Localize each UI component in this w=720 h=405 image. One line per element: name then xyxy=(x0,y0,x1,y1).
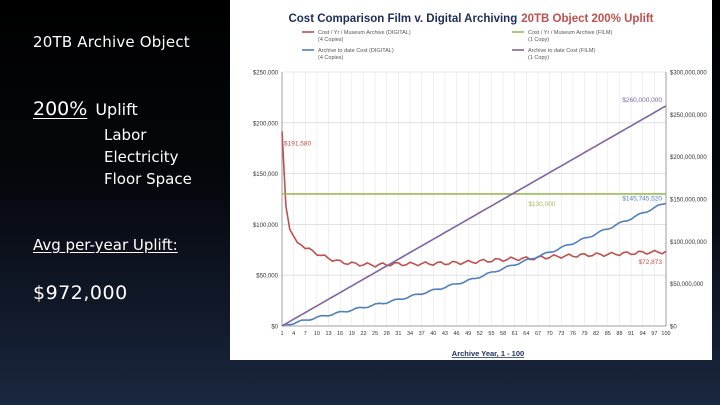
legend-entry: Cost / Yr / Museum Archive (FILM) xyxy=(528,30,612,36)
x-tick-label: 16 xyxy=(337,331,343,337)
x-tick-label: 19 xyxy=(349,331,355,337)
y-right-tick-label: $100,000,000 xyxy=(670,240,707,246)
data-label: $191,580 xyxy=(284,140,311,147)
x-axis-label: Archive Year, 1 - 100 xyxy=(452,349,524,358)
uplift-heading: 200% Uplift xyxy=(33,98,138,120)
x-tick-label: 52 xyxy=(477,331,483,337)
y-right-tick-label: $300,000,000 xyxy=(670,71,707,77)
series-line xyxy=(281,131,667,268)
bullet-floor-space: Floor Space xyxy=(104,170,192,188)
x-tick-label: 58 xyxy=(500,331,506,337)
chart-title-main: Cost Comparison Film v. Digital Archivin… xyxy=(288,13,517,25)
x-tick-label: 37 xyxy=(419,331,425,337)
x-tick-label: 22 xyxy=(360,331,366,337)
legend-entry-note: (1 Copy) xyxy=(528,55,549,61)
x-tick-label: 94 xyxy=(640,331,646,337)
y-right-tick-label: $250,000,000 xyxy=(670,113,707,119)
y-left-tick-label: $50,000 xyxy=(256,274,278,280)
y-right-tick-label: $0 xyxy=(670,325,677,331)
x-tick-label: 40 xyxy=(430,331,436,337)
avg-uplift-value: $972,000 xyxy=(33,282,128,304)
x-tick-label: 34 xyxy=(407,331,413,337)
x-tick-label: 10 xyxy=(314,331,320,337)
cost-comparison-chart: Cost Comparison Film v. Digital Archivin… xyxy=(253,13,707,358)
chart-annotations: $191,580 $260,000,000 $130,000 $145,745,520… xyxy=(284,97,662,266)
x-tick-label: 49 xyxy=(465,331,471,337)
x-tick-label: 31 xyxy=(395,331,401,337)
x-tick-label: 1 xyxy=(280,331,283,337)
x-tick-label: 43 xyxy=(442,331,448,337)
slide-text-panel: 20TB Archive Object 200% Uplift Labor Ele… xyxy=(0,0,228,405)
chart-axes: $0 $50,000 $100,000 $150,000 $200,000 $250,00… xyxy=(253,71,707,338)
chart-panel: Cost Comparison Film v. Digital Archivin… xyxy=(230,0,712,360)
y-left-tick-label: $150,000 xyxy=(253,172,279,178)
series-line xyxy=(281,202,667,327)
legend-entry-note: (1 Copy) xyxy=(528,37,549,43)
legend-entry: Archive to date Cost (DIGITAL) xyxy=(318,48,394,54)
y-right-tick-label: $150,000,000 xyxy=(670,198,707,204)
chart-gridlines xyxy=(281,71,667,327)
y-right-tick-label: $50,000,000 xyxy=(670,282,704,288)
x-tick-label: 97 xyxy=(651,331,657,337)
x-tick-label: 91 xyxy=(628,331,634,337)
x-tick-label: 70 xyxy=(547,331,553,337)
x-tick-label: 82 xyxy=(593,331,599,337)
chart-legend: Cost / Yr / Museum Archive (DIGITAL)(4 C… xyxy=(302,30,612,61)
data-label: $72,873 xyxy=(639,259,663,266)
x-tick-label: 100 xyxy=(661,331,670,337)
slide-title: 20TB Archive Object xyxy=(33,33,190,51)
legend-entry: Archive to date Cost (FILM) xyxy=(528,48,595,54)
chart-series xyxy=(281,105,667,327)
legend-entry: Cost / Yr / Museum Archive (DIGITAL) xyxy=(318,30,411,36)
legend-entry-note: (4 Copies) xyxy=(318,37,344,43)
x-tick-label: 28 xyxy=(384,331,390,337)
chart-title-highlight: 20TB Object 200% Uplift xyxy=(521,13,653,25)
x-tick-label: 85 xyxy=(605,331,611,337)
x-tick-label: 61 xyxy=(512,331,518,337)
x-tick-label: 64 xyxy=(523,331,529,337)
uplift-label: Uplift xyxy=(95,100,138,119)
data-label: $145,745,520 xyxy=(622,196,662,203)
legend-entry-note: (4 Copies) xyxy=(318,55,344,61)
avg-uplift-label: Avg per-year Uplift: xyxy=(33,236,178,254)
x-tick-label: 73 xyxy=(558,331,564,337)
x-tick-label: 46 xyxy=(453,331,459,337)
x-tick-label: 79 xyxy=(581,331,587,337)
x-tick-label: 67 xyxy=(535,331,541,337)
y-left-tick-label: $200,000 xyxy=(253,121,279,127)
x-tick-label: 4 xyxy=(292,331,295,337)
chart-title: Cost Comparison Film v. Digital Archivin… xyxy=(288,13,653,25)
series-line xyxy=(281,105,667,327)
y-right-tick-label: $200,000,000 xyxy=(670,155,707,161)
uplift-percent: 200% xyxy=(33,98,88,120)
y-left-tick-label: $0 xyxy=(271,325,278,331)
y-left-tick-label: $250,000 xyxy=(253,71,279,77)
x-tick-label: 7 xyxy=(304,331,307,337)
x-tick-label: 55 xyxy=(488,331,494,337)
x-tick-label: 25 xyxy=(372,331,378,337)
y-left-tick-label: $100,000 xyxy=(253,223,279,229)
x-tick-label: 13 xyxy=(325,331,331,337)
x-tick-label: 76 xyxy=(570,331,576,337)
data-label: $260,000,000 xyxy=(622,97,662,104)
bullet-electricity: Electricity xyxy=(104,148,179,166)
data-label: $130,000 xyxy=(528,201,555,208)
bullet-labor: Labor xyxy=(104,126,147,144)
x-tick-label: 88 xyxy=(616,331,622,337)
